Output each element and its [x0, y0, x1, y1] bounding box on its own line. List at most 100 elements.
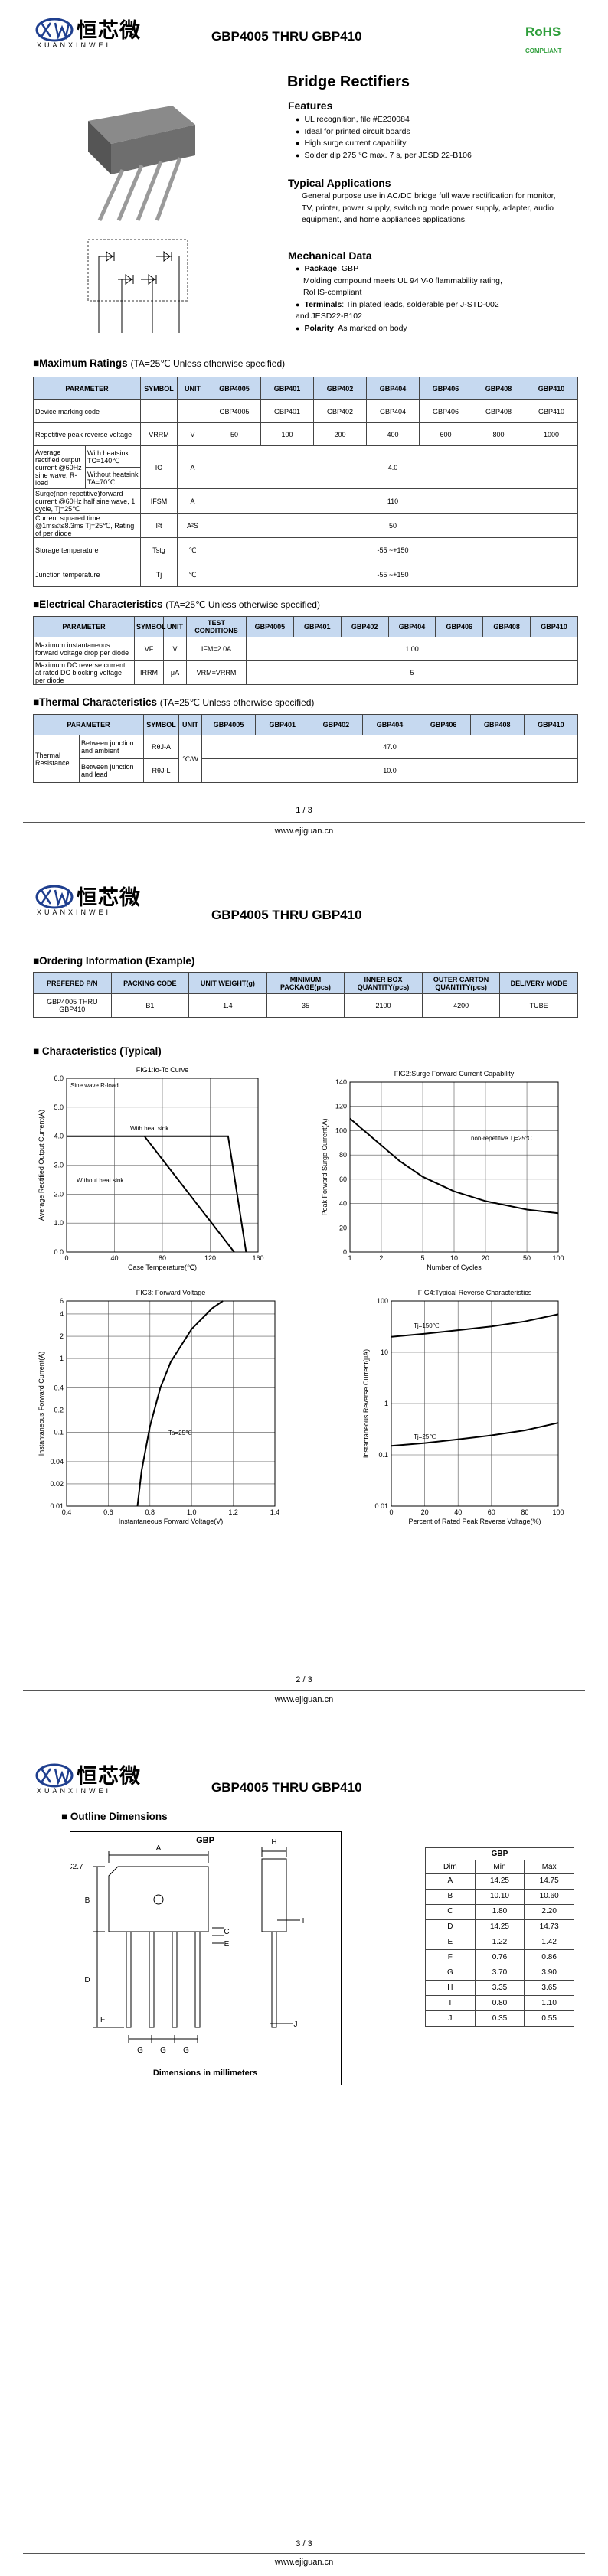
logo-subtext: XUANXINWEI — [37, 908, 112, 916]
x-axis-label: Percent of Rated Peak Reverse Voltage(%) — [408, 1518, 541, 1525]
drawing-group — [98, 251, 180, 333]
y-tick-label: 0.04 — [50, 1458, 64, 1466]
item-label: Package — [304, 264, 338, 273]
table-row: G 3.70 3.90 — [425, 1965, 574, 1981]
table-header-cell: GBP401 — [255, 714, 310, 735]
footer-rule — [23, 822, 585, 823]
table-header-cell: GBP406 — [435, 616, 484, 637]
table-cell: Device marking code — [33, 399, 141, 423]
table-cell: Min — [474, 1860, 525, 1874]
mechanical-item: Terminals: Tin plated leads, solderable … — [296, 299, 510, 323]
table-header-cell: GBP401 — [293, 616, 342, 637]
annotation: Sine wave R-load — [70, 1082, 119, 1089]
table-cell: A — [177, 445, 208, 489]
y-tick-label: 0.02 — [50, 1480, 64, 1488]
table-cell: IFSM — [140, 488, 178, 514]
drawing-shape — [111, 125, 195, 174]
table-cell: 800 — [472, 422, 525, 446]
table-cell: Between junction and lead — [79, 758, 144, 783]
x-tick-label: 40 — [454, 1508, 462, 1516]
table-cell: 50 — [208, 513, 578, 538]
table-header-cell: UNIT — [178, 714, 202, 735]
x-tick-label: 40 — [110, 1254, 118, 1262]
dimension-label: G — [137, 2046, 143, 2055]
table-row: PREFERED P/N PACKING CODE UNIT WEIGHT(g) MI… — [33, 972, 578, 994]
chart-title: FIG1:Io-Tc Curve — [136, 1066, 189, 1074]
page-number: 2 / 3 — [296, 1675, 312, 1684]
features-heading: Features — [288, 99, 333, 112]
table-body: PARAMETER SYMBOL UNIT GBP4005 GBP401 GBP402 GB… — [33, 377, 578, 587]
table-header-cell: GBP404 — [387, 616, 436, 637]
table-cell: 50 — [208, 422, 261, 446]
table-row: GBP4005 THRU GBP410 B1 1.4 35 2100 4200 TUBE — [33, 993, 578, 1018]
heading-condition: (TA=25℃ Unless otherwise specified) — [130, 358, 286, 369]
table-header-cell: GBP4005 — [201, 714, 257, 735]
table-header-cell: GBP410 — [523, 714, 579, 735]
table-cell: A — [425, 1873, 476, 1890]
table-cell: GBP410 — [525, 399, 578, 423]
page-number: 1 / 3 — [296, 806, 312, 815]
table-cell: ℃ — [177, 537, 208, 562]
y-tick-label: 0.2 — [54, 1406, 64, 1414]
y-tick-label: 0 — [343, 1248, 347, 1256]
x-tick-label: 1 — [348, 1254, 351, 1262]
table-header-cell: GBP410 — [530, 616, 578, 637]
y-tick-label: 0.0 — [54, 1248, 64, 1256]
plot-frame — [391, 1300, 559, 1507]
dimension-label: D — [84, 1976, 90, 1984]
table-header-cell: GBP408 — [472, 377, 525, 400]
table-row: Junction temperature Tj ℃ -55 ~+150 — [33, 562, 578, 587]
table-row: PARAMETER SYMBOL UNIT GBP4005 GBP401 GBP402 GB… — [33, 377, 578, 400]
drawing-path — [261, 1847, 300, 2024]
drawing-group — [97, 157, 182, 222]
table-cell: Junction temperature — [33, 562, 141, 587]
feature-item: Ideal for printed circuit boards — [296, 126, 571, 139]
table-cell: Tj — [140, 562, 178, 587]
electrical-table: PARAMETER SYMBOL UNIT TEST CONDITIONS GBP400… — [33, 616, 578, 685]
table-header-cell: PARAMETER — [33, 616, 135, 637]
dimension-label: C — [224, 1928, 229, 1936]
logo-emblem — [35, 885, 74, 909]
x-tick-label: 5 — [421, 1254, 425, 1262]
table-header-cell: GBP408 — [469, 714, 525, 735]
table-row: A 14.25 14.75 — [425, 1873, 574, 1890]
y-tick-label: 40 — [339, 1200, 347, 1208]
table-header-cell: GBP406 — [416, 714, 471, 735]
table-header-cell: GBP404 — [366, 377, 420, 400]
table-cell: 4200 — [421, 993, 501, 1018]
table-cell: 0.55 — [524, 2010, 574, 2027]
dimension-label: J — [294, 2020, 298, 2029]
table-cell: 1.22 — [474, 1934, 525, 1951]
drawing-rect — [261, 1858, 287, 1932]
table-cell: ℃ — [177, 562, 208, 587]
chart: FIG3: Forward Voltage 0.4 0.6 0.8 1.0 1.2 1.4 0… — [38, 1289, 279, 1525]
table-cell: 3.90 — [524, 1965, 574, 1981]
drawing-line — [155, 157, 182, 221]
table-header-cell: GBP402 — [309, 714, 364, 735]
table-cell: 600 — [419, 422, 472, 446]
table-cell: 1.42 — [524, 1934, 574, 1951]
drawing-title: GBP — [196, 1836, 214, 1845]
table-cell: 200 — [313, 422, 367, 446]
chart-title: FIG4:Typical Reverse Characteristics — [418, 1289, 532, 1296]
table-header-cell: SYMBOL — [140, 377, 178, 400]
table-cell: GBP4005 THRU GBP410 — [33, 993, 112, 1018]
table-header-cell: GBP402 — [340, 616, 389, 637]
dimension-label: B — [85, 1896, 90, 1905]
table-cell: J — [425, 2010, 476, 2027]
y-tick-label: 0.1 — [378, 1451, 388, 1459]
table-header-cell: OUTER CARTON QUANTITY(pcs) — [421, 972, 501, 994]
section-heading: ■Thermal Characteristics (TA=25℃ Unless … — [33, 696, 314, 708]
table-cell: 35 — [266, 993, 345, 1018]
table-cell: RθJ-A — [143, 735, 179, 759]
table-row: D 14.25 14.73 — [425, 1919, 574, 1935]
table-header-cell: GBP402 — [313, 377, 367, 400]
chart: FIG4:Typical Reverse Characteristics 0 20 4… — [362, 1289, 564, 1525]
data-line — [67, 1135, 247, 1253]
table-cell: 0.86 — [524, 1949, 574, 1966]
table-cell: I — [425, 1995, 476, 2012]
y-tick-label: 0.4 — [54, 1384, 64, 1391]
table-cell: IRRM — [134, 660, 164, 685]
